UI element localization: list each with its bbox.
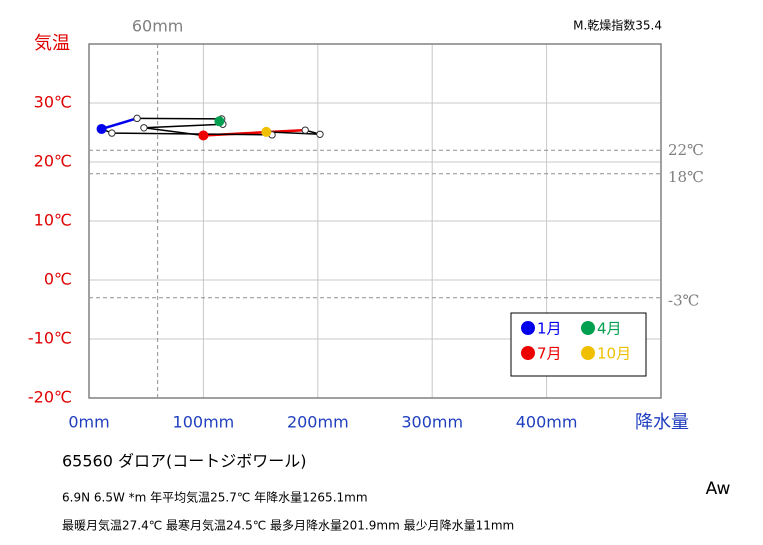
legend-label: 1月 <box>537 320 562 338</box>
month-point <box>261 126 272 137</box>
x-tick-label: 400mm <box>516 413 578 432</box>
legend-marker <box>521 321 535 335</box>
segment <box>137 117 222 120</box>
x-axis-label: 降水量 <box>635 412 689 433</box>
segment <box>143 123 223 129</box>
month-point <box>301 126 309 134</box>
y-tick-label: 0℃ <box>44 270 72 289</box>
legend-box <box>510 312 647 377</box>
month-point <box>108 129 116 137</box>
station: 65560 ダロア(コートジボワール) <box>62 452 306 471</box>
info-line: 最暖月気温27.4℃ 最寒月気温24.5℃ 最多月降水量201.9mm 最少月降… <box>62 518 514 533</box>
legend-label: 7月 <box>537 345 562 363</box>
month-point <box>96 123 107 134</box>
month-point <box>198 130 209 141</box>
legend-label: 10月 <box>597 345 631 363</box>
month-point <box>214 116 225 127</box>
legend-marker <box>521 346 535 360</box>
y-tick-label: 10℃ <box>34 211 72 230</box>
y-axis-label: 気温 <box>34 33 70 54</box>
reference-label: 60mm <box>132 17 184 36</box>
reference-label: 18℃ <box>668 168 704 186</box>
y-tick-label: -20℃ <box>28 388 72 407</box>
legend-label: 4月 <box>597 320 622 338</box>
info-line: 6.9N 6.5W *m 年平均気温25.7℃ 年降水量1265.1mm <box>62 490 368 505</box>
segment <box>101 117 138 131</box>
climate-class: Aw <box>706 479 731 499</box>
x-tick-label: 300mm <box>401 413 463 432</box>
y-tick-label: -10℃ <box>28 329 72 348</box>
reference-label: -3℃ <box>668 292 699 310</box>
legend-marker <box>581 321 595 335</box>
segment <box>266 131 321 136</box>
dryness-index: M.乾燥指数35.4 <box>573 18 662 33</box>
segment <box>111 132 273 136</box>
month-point <box>316 130 324 138</box>
reference-label: 22℃ <box>668 141 704 159</box>
x-tick-label: 100mm <box>173 413 235 432</box>
y-tick-label: 30℃ <box>34 93 72 112</box>
y-tick-label: 20℃ <box>34 152 72 171</box>
plot-frame <box>88 43 662 399</box>
legend-marker <box>581 346 595 360</box>
month-point <box>140 124 148 132</box>
x-tick-label: 0mm <box>68 413 109 432</box>
x-tick-label: 200mm <box>287 413 349 432</box>
month-point <box>133 114 141 123</box>
